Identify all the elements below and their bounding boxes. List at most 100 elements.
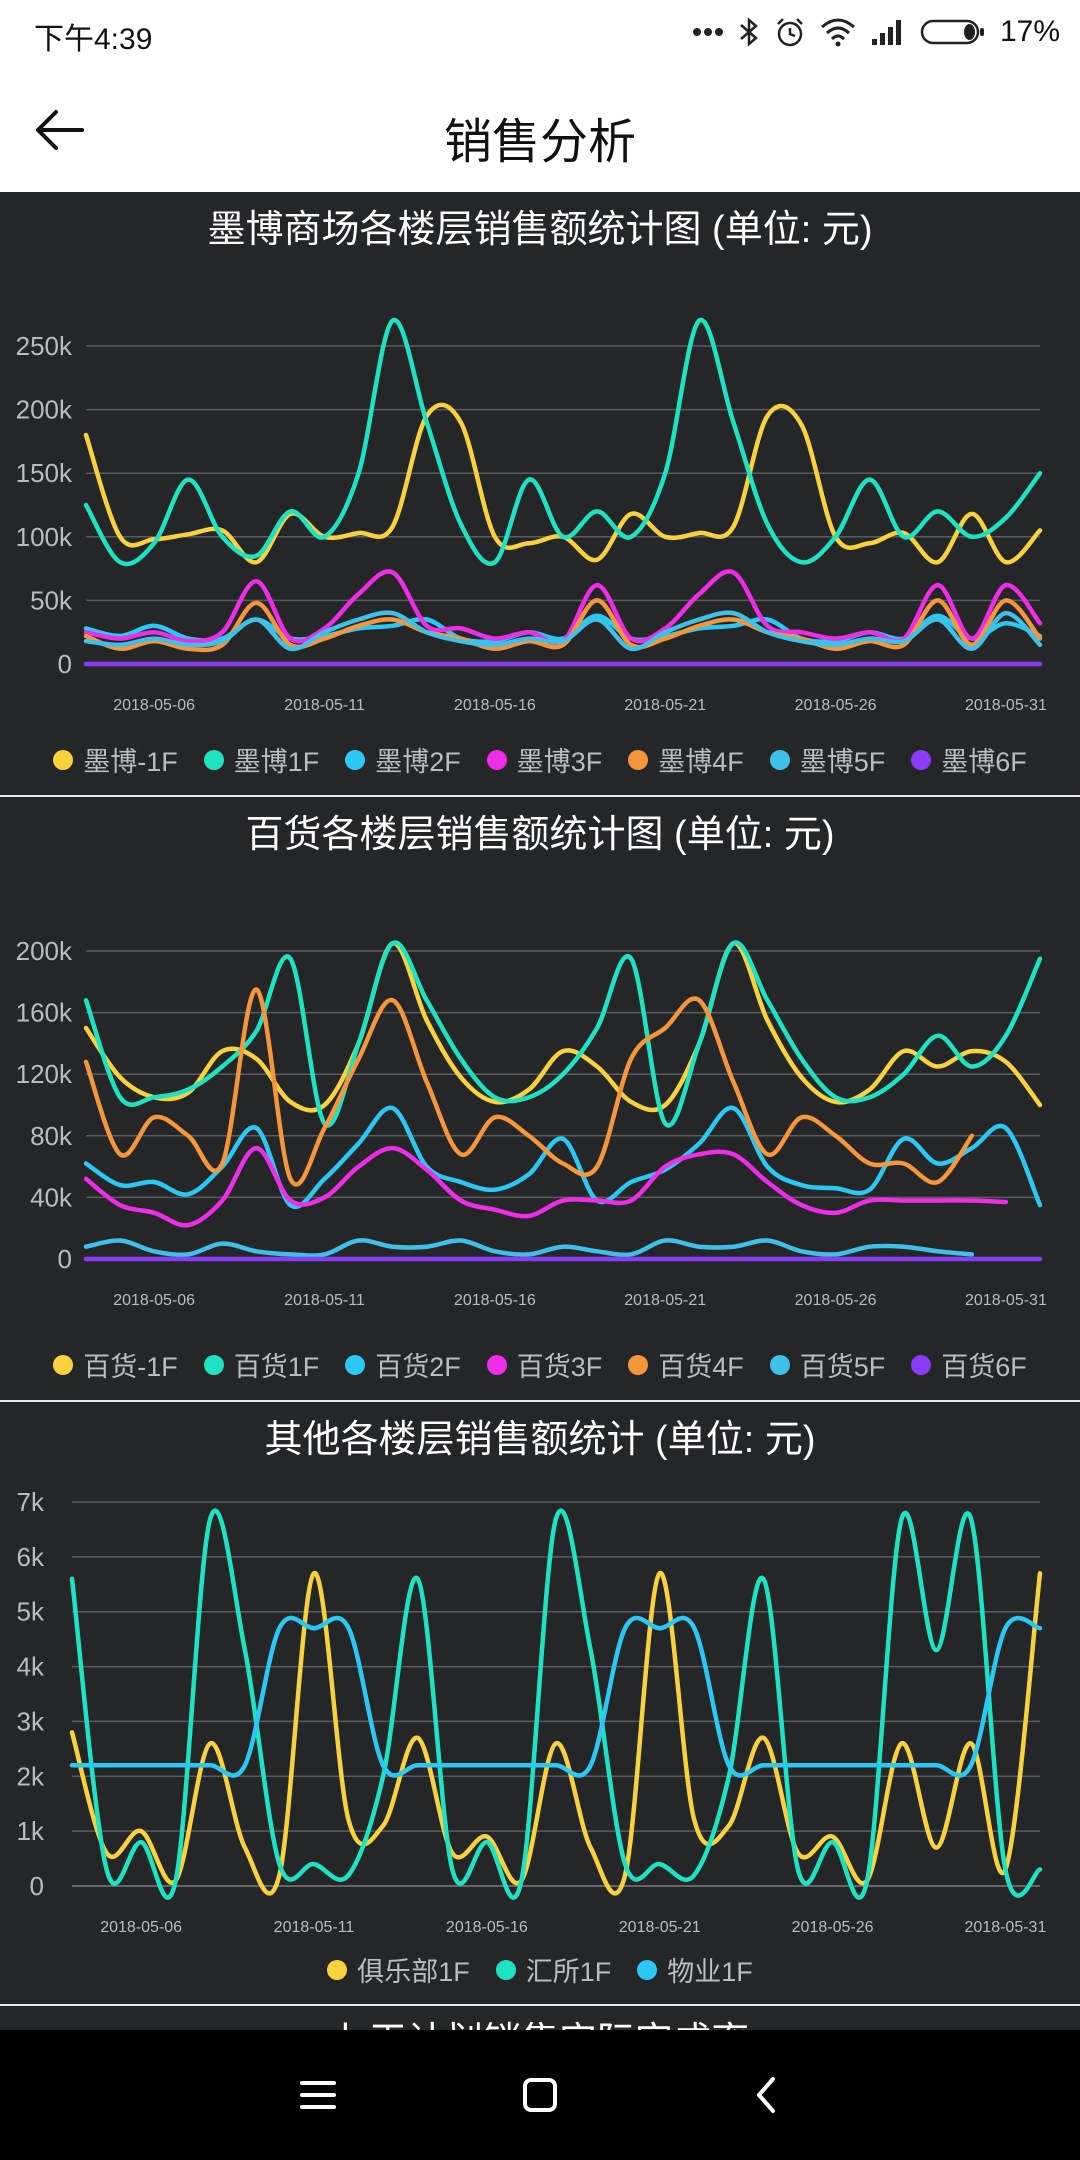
system-nav-bar xyxy=(0,2030,1080,2160)
home-square-icon xyxy=(523,2078,557,2112)
legend-item[interactable]: 墨博3F xyxy=(486,740,602,779)
legend-dot-icon xyxy=(53,749,74,770)
wifi-icon xyxy=(820,17,856,47)
series-line-2 xyxy=(69,1508,1043,1900)
y-tick-label: 150k xyxy=(16,458,73,488)
app-bar: 销售分析 xyxy=(0,70,1080,192)
legend-item[interactable]: 百货1F xyxy=(203,1345,320,1384)
legend-item[interactable]: 汇所1F xyxy=(495,1950,612,1989)
chart-department-svg: 0 40k 80k 120k 160k 200k 2018-05-06 2018-05-11 2… xyxy=(16,936,1047,1309)
legend-label: 百货1F xyxy=(233,1352,320,1382)
legend-item[interactable]: 墨博1F xyxy=(203,740,320,779)
legend-label: 百货3F xyxy=(516,1352,603,1382)
legend-label: 百货6F xyxy=(941,1352,1027,1382)
legend-label: 墨博1F xyxy=(233,747,320,777)
legend-item[interactable]: 墨博-1F xyxy=(53,740,178,779)
legend-item[interactable]: 百货4F xyxy=(628,1345,744,1384)
series-line-6 xyxy=(83,610,1043,652)
y-tick-label: 120k xyxy=(16,1059,73,1089)
legend-item[interactable]: 百货-1F xyxy=(53,1345,178,1384)
x-tick-label: 2018-05-06 xyxy=(113,1292,195,1309)
legend-item[interactable]: 墨博6F xyxy=(911,740,1027,779)
arrow-left-icon xyxy=(36,110,84,150)
series-line-5 xyxy=(83,987,975,1187)
y-tick-label: 7k xyxy=(17,1487,45,1517)
x-tick-label: 2018-05-16 xyxy=(454,1292,536,1309)
y-tick-label: 250k xyxy=(16,331,73,361)
legend-item[interactable]: 墨博2F xyxy=(345,740,461,779)
legend-item[interactable]: 百货5F xyxy=(769,1345,886,1384)
series-line-4 xyxy=(83,1145,1009,1228)
x-tick-label: 2018-05-11 xyxy=(274,1919,355,1936)
more-dots-icon xyxy=(692,27,724,37)
legend-label: 汇所1F xyxy=(525,1957,612,1987)
x-tick-label: 2018-05-21 xyxy=(619,1919,701,1936)
legend-item[interactable]: 百货6F xyxy=(911,1345,1027,1384)
x-tick-label: 2018-05-06 xyxy=(113,697,195,714)
legend-dot-icon xyxy=(628,749,649,770)
series-line-4 xyxy=(83,569,1043,646)
series-line-1 xyxy=(83,941,1043,1113)
chart-scroll-area[interactable]: 0 50k 100k 150k 200k 250k 2018-05-06 2018-05-11… xyxy=(0,192,1080,2030)
back-button[interactable] xyxy=(30,100,100,160)
chart-title: 墨博商场各楼层销售额统计图 (单位: 元) xyxy=(207,209,873,251)
status-icons: 17% xyxy=(692,12,1060,52)
page-title: 销售分析 xyxy=(443,116,636,169)
legend-item[interactable]: 俱乐部1F xyxy=(327,1950,470,1989)
x-tick-label: 2018-05-26 xyxy=(795,1292,877,1309)
x-tick-label: 2018-05-11 xyxy=(284,697,365,714)
legend-label: 墨博5F xyxy=(799,747,886,777)
legend-label: 百货5F xyxy=(799,1352,886,1382)
battery-percent: 17% xyxy=(999,15,1060,48)
menu-button[interactable] xyxy=(288,2065,348,2125)
battery-icon xyxy=(920,17,986,47)
y-tick-label: 160k xyxy=(16,998,73,1028)
x-tick-label: 2018-05-31 xyxy=(965,1292,1047,1309)
x-tick-label: 2018-05-21 xyxy=(624,697,706,714)
legend-dot-icon xyxy=(53,1354,74,1375)
chevron-left-icon xyxy=(757,2077,775,2113)
legend-item[interactable]: 墨博5F xyxy=(769,740,886,779)
legend-item[interactable]: 百货3F xyxy=(486,1345,603,1384)
x-tick-label: 2018-05-26 xyxy=(792,1919,874,1936)
chart-legend: 百货-1F 百货1F 百货2F 百货3F 百货4F 百货5F 百货6F xyxy=(0,1345,1080,1384)
status-time: 下午4:39 xyxy=(34,23,153,56)
alarm-icon xyxy=(774,16,806,48)
chart-other-svg: 0 1k 2k 3k 4k 5k 6k 7k 2018-05-06 2018-05-11 2018-… xyxy=(17,1487,1047,1936)
home-button[interactable] xyxy=(510,2065,570,2125)
legend-label: 百货-1F xyxy=(83,1352,178,1382)
y-tick-label: 0 xyxy=(58,649,72,679)
x-tick-label: 2018-05-16 xyxy=(446,1919,528,1936)
section-divider xyxy=(0,1400,1080,1402)
y-tick-label: 1k xyxy=(17,1816,45,1846)
legend-dot-icon xyxy=(203,1354,224,1375)
series-line-2 xyxy=(83,940,1043,1128)
series-line-2 xyxy=(83,317,1043,567)
legend-item[interactable]: 墨博4F xyxy=(628,740,744,779)
signal-icon xyxy=(870,17,906,47)
legend-dot-icon xyxy=(628,1354,649,1375)
chart-legend: 墨博-1F 墨博1F 墨博2F 墨博3F 墨博4F 墨博5F 墨博6F xyxy=(0,740,1080,779)
legend-dot-icon xyxy=(495,1959,516,1980)
legend-item[interactable]: 百货2F xyxy=(345,1345,461,1384)
section-divider xyxy=(0,2004,1080,2006)
legend-dot-icon xyxy=(486,1354,507,1375)
x-tick-label: 2018-05-26 xyxy=(795,697,877,714)
legend-label: 百货2F xyxy=(375,1352,461,1382)
x-tick-label: 2018-05-16 xyxy=(454,697,536,714)
y-tick-label: 200k xyxy=(16,395,73,425)
legend-item[interactable]: 物业1F xyxy=(637,1950,753,1989)
back-nav-button[interactable] xyxy=(737,2065,797,2125)
legend-label: 墨博6F xyxy=(941,747,1027,777)
series-line-6 xyxy=(83,1238,975,1258)
legend-dot-icon xyxy=(769,1354,790,1375)
chart-department-floors: 0 40k 80k 120k 160k 200k 2018-05-06 2018-05-11 2… xyxy=(0,797,1080,1400)
x-tick-label: 2018-05-31 xyxy=(965,697,1047,714)
y-tick-label: 0 xyxy=(58,1244,72,1274)
legend-dot-icon xyxy=(327,1959,348,1980)
bluetooth-icon xyxy=(738,16,760,48)
series-line-3 xyxy=(83,1105,1043,1210)
series-line-1 xyxy=(69,1571,1043,1896)
y-tick-label: 50k xyxy=(30,585,73,615)
legend-label: 墨博2F xyxy=(375,747,461,777)
